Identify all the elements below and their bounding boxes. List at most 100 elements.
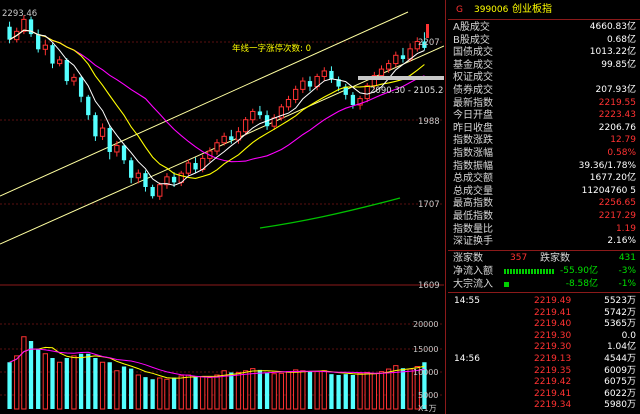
volume-axis-labels: 20000 15000 10000 5000 X1万 [413,320,438,413]
volume-bar [300,370,306,410]
tick-row[interactable]: 14:55 2219.49 5523万 [448,296,640,307]
net-inflow-label: 净流入额 [453,266,493,277]
candle-body [171,176,177,183]
ma250-line [259,197,401,229]
volume-bar [364,371,370,410]
stat-label: 指数量比 [453,223,493,235]
stat-label: 指数涨幅 [453,148,493,159]
vol-label-10000: 10000 [413,368,438,377]
candle-body [293,88,299,100]
chart-panel-divider [445,0,446,414]
candle-body [386,63,392,70]
kline-chart[interactable]: 2090.30 - 2105.24 年线一字涨停次数: 0 2293.46 22… [0,0,444,414]
block-inflow-pct: -1% [618,279,636,289]
candle-body [336,79,341,87]
candle-body [71,76,77,82]
volume-bar [42,353,48,410]
candle-body [350,94,356,106]
annotation-text: 年线一字涨停次数: 0 [232,43,311,54]
candle-body [7,26,12,40]
volume-bar [336,375,341,409]
volume-bar [393,365,399,410]
stat-row: 指数量比 1.19 [448,224,640,235]
current-price-marker [426,24,429,38]
candle-body [378,68,385,77]
stat-value: 2256.65 [598,198,636,209]
candle-body [242,119,249,133]
volume-bar [150,379,155,409]
volume-bar [207,377,213,410]
stat-row: B股成交 0.68亿 [448,35,640,46]
volume-bar [422,362,427,409]
price-label-1988: 1988 [418,117,440,127]
volume-bar [200,376,206,410]
tick-row[interactable]: 2219.41 6022万 [448,389,640,400]
candle-body [107,128,112,152]
candle-body [257,111,263,116]
price-axis-labels: 2293.46 2207 1988 1707 1609 [2,9,440,291]
tick-price: 2219.41 [534,307,572,318]
index-name: 创业板指 [512,4,552,15]
tick-price: 2219.30 [534,330,572,341]
volume-bar [21,336,27,410]
stat-row: 昨日收盘 2206.76 [448,123,640,134]
volume-bar [229,372,234,409]
stats-separator [448,250,640,251]
candle-body [278,106,285,119]
volume-bar [185,374,192,410]
volume-bar [178,375,184,410]
tick-price: 2219.41 [534,388,572,399]
tick-volume: 5365万 [604,319,636,330]
volume-bar [371,373,378,410]
stat-label: 深证换手 [453,236,493,248]
tick-row[interactable]: 2219.42 6075万 [448,377,640,388]
down-count-value: 431 [618,253,636,263]
volume-bar [378,371,385,410]
volume-bar [50,358,55,409]
volume-bar [214,374,220,410]
stat-value: 207.93亿 [595,85,637,95]
stat-label: 最高指数 [453,198,493,210]
tick-row[interactable]: 2219.30 1.04亿 [448,342,640,353]
tick-row[interactable]: 14:56 2219.13 4544万 [448,354,640,365]
stat-label: 最低指数 [453,211,493,222]
tick-row[interactable]: 2219.35 6009万 [448,366,640,377]
stat-value: 0.58% [607,148,636,158]
stat-value: 12.79 [610,135,636,146]
candle-body [307,81,313,87]
stat-row: 总成交额 1677.20亿 [448,173,640,184]
volume-bar [257,369,263,409]
stat-value: 39.36/1.78% [578,160,636,171]
block-inflow-bar [504,282,509,287]
header-separator [448,19,640,20]
volume-bar [171,377,177,409]
candle-body [78,77,84,97]
candle-body [250,110,256,121]
stat-value: 11204760 5 [581,185,636,196]
candle-body [364,85,370,100]
flow-separator [448,292,640,293]
stat-value: 2223.43 [598,110,636,121]
volume-bar [7,362,12,409]
block-inflow-label: 大宗流入 [453,279,493,290]
volume-bar [350,375,356,409]
candle-body [157,184,163,197]
candle-body [214,142,220,152]
tick-row[interactable]: 2219.30 0.0 [448,331,640,342]
volume-bar [14,355,20,410]
stat-value: 4660.83亿 [589,22,636,32]
up-count-value: 357 [510,253,528,263]
tick-row[interactable]: 2219.34 5980万 [448,400,640,411]
candle-body [129,160,134,178]
tick-row[interactable]: 2219.41 5742万 [448,308,640,319]
stat-row: 深证换手 2.16% [448,236,640,247]
volume-bar [414,366,420,410]
tick-volume: 6009万 [604,365,636,376]
tick-price: 2219.49 [534,296,572,306]
block-inflow-value: -8.58亿 [565,279,598,289]
volume-bar [28,341,34,409]
candle-body [164,176,170,186]
stat-row: 指数振幅 39.36/1.78% [448,161,640,172]
candle-body [285,98,292,108]
tick-row[interactable]: 2219.40 5365万 [448,319,640,330]
